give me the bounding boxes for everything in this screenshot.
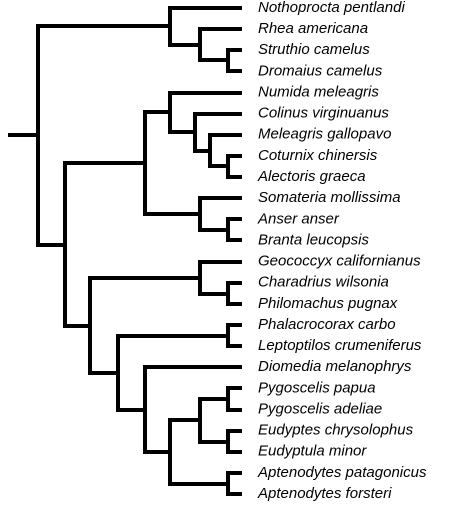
leaf-labels: Nothoprocta pentlandi Rhea americana Strut… <box>257 0 427 502</box>
leaf-label: Numida meleagris <box>258 83 379 100</box>
leaf-label: Struthio camelus <box>258 41 370 58</box>
leaf-label: Alectoris graeca <box>257 168 366 185</box>
leaf-label: Somateria mollissima <box>258 189 401 206</box>
leaf-label: Pygoscelis adeliae <box>258 400 382 417</box>
leaf-label: Anser anser <box>257 210 340 227</box>
leaf-label: Aptenodytes forsteri <box>257 485 392 502</box>
leaf-label: Geococcyx californianus <box>258 253 421 270</box>
leaf-label: Eudyptula minor <box>258 443 367 460</box>
leaf-label: Phalacrocorax carbo <box>258 316 396 333</box>
leaf-label: Aptenodytes patagonicus <box>257 464 427 481</box>
leaf-label: Pygoscelis papua <box>258 379 376 396</box>
leaf-label: Nothoprocta pentlandi <box>258 0 405 16</box>
leaf-label: Leptoptilos crumeniferus <box>258 337 422 354</box>
leaf-label: Diomedia melanophrys <box>258 358 412 375</box>
tree-branches <box>8 6 242 496</box>
leaf-label: Coturnix chinersis <box>258 147 378 164</box>
leaf-label: Meleagris gallopavo <box>258 126 391 143</box>
leaf-label: Eudyptes chrysolophus <box>258 422 414 439</box>
leaf-label: Colinus virginuanus <box>258 105 389 122</box>
leaf-label: Branta leucopsis <box>258 231 369 248</box>
leaf-label: Charadrius wilsonia <box>258 274 389 291</box>
leaf-label: Dromaius camelus <box>258 62 383 79</box>
leaf-label: Philomachus pugnax <box>258 295 398 312</box>
leaf-label: Rhea americana <box>258 20 368 37</box>
